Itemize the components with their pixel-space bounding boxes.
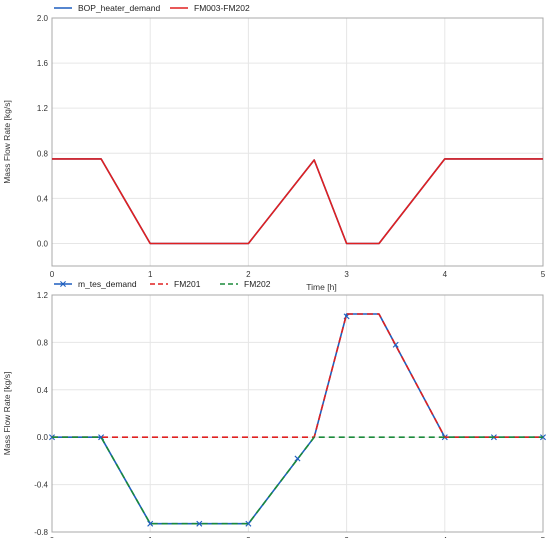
- series-line-fm003-fm202: [52, 158, 543, 245]
- legend-label: m_tes_demand: [78, 279, 137, 289]
- y-tick-label: -0.8: [34, 528, 48, 537]
- y-tick-label: 1.6: [37, 59, 49, 68]
- series-marker: [245, 520, 252, 527]
- legend-label: FM201: [174, 279, 201, 289]
- legend-label: BOP_heater_demand: [78, 3, 160, 13]
- y-tick-label: 0.4: [37, 194, 49, 203]
- x-tick-label: 4: [443, 270, 448, 279]
- x-tick-label: 2: [246, 270, 251, 279]
- series-line-fm202: [52, 436, 543, 525]
- y-tick-label: 0.4: [37, 386, 49, 395]
- y-tick-label: 0.8: [37, 149, 49, 158]
- y-tick-label: 0.0: [37, 239, 49, 248]
- y-tick-label: 0.0: [37, 433, 49, 442]
- y-axis-title: Mass Flow Rate [kg/s]: [2, 372, 12, 456]
- x-axis-title: Time [h]: [306, 282, 336, 292]
- top-chart: 0 1 2 3 4 5 0.0 0.4 0.8 1.2 1.6 2.0 Time [h] Mass Flo…: [2, 3, 546, 292]
- legend-label: FM003-FM202: [194, 3, 250, 13]
- plot-border: [51, 294, 544, 533]
- y-tick-label: 0.8: [37, 338, 49, 347]
- y-axis-title: Mass Flow Rate [kg/s]: [2, 100, 12, 184]
- plot-area: [51, 17, 544, 267]
- x-tick-label: 5: [541, 270, 546, 279]
- x-tick-label: 3: [344, 270, 349, 279]
- series-marker: [196, 520, 203, 527]
- x-tick-label: 0: [50, 270, 55, 279]
- legend-item: FM003-FM202: [170, 3, 250, 13]
- legend-item: FM201: [150, 279, 201, 289]
- series-marker: [147, 520, 154, 527]
- y-tick-label: -0.4: [34, 481, 48, 490]
- plot-border: [51, 17, 544, 267]
- series-line-fm201: [52, 313, 543, 439]
- legend-item: FM202: [220, 279, 271, 289]
- legend-label: FM202: [244, 279, 271, 289]
- legend-item: m_tes_demand: [54, 279, 137, 289]
- legend-item: BOP_heater_demand: [54, 3, 160, 13]
- y-tick-label: 2.0: [37, 14, 49, 23]
- y-tick-label: 1.2: [37, 291, 49, 300]
- y-tick-label: 1.2: [37, 104, 49, 113]
- plot-area: [51, 294, 544, 533]
- x-tick-label: 1: [148, 270, 153, 279]
